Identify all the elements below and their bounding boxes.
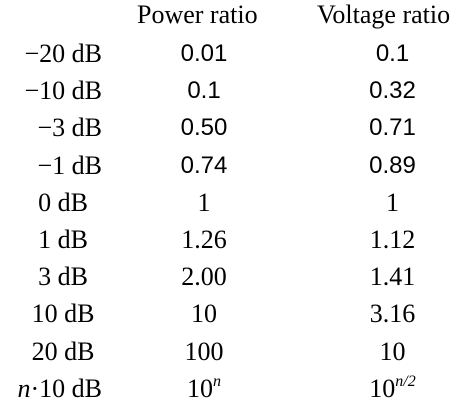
table-row: 3 dB 2.00 1.41: [0, 258, 474, 295]
cell-power-ratio: 1: [197, 187, 211, 217]
table-row: −10 dB 0.1 0.32: [0, 72, 474, 109]
table-row: 0 dB 1 1: [0, 184, 474, 221]
db-suffix: ·10 dB: [30, 373, 103, 403]
cell-voltage-ratio: 1.41: [369, 262, 416, 292]
table-row: −3 dB 0.50 0.71: [0, 109, 474, 146]
cell-db: −1 dB: [37, 150, 102, 180]
cell-voltage-ratio: 1.12: [369, 225, 416, 254]
power-exponent: n: [213, 372, 221, 390]
cell-voltage-ratio: 0.32: [369, 77, 416, 105]
cell-power-ratio: 2.00: [181, 262, 227, 292]
cell-voltage-ratio: 0.1: [375, 40, 410, 67]
cell-power-ratio: 0.01: [180, 40, 228, 67]
voltage-base: 10: [369, 373, 396, 403]
table-row-general: n·10 dB 10n 10n/2: [0, 370, 474, 407]
table-row: 10 dB 10 3.16: [0, 295, 474, 332]
cell-power-ratio: 1.26: [181, 225, 227, 254]
cell-voltage-ratio: 0.71: [369, 114, 416, 142]
cell-db: −3 dB: [37, 113, 102, 143]
power-base: 10: [187, 373, 213, 403]
cell-voltage-ratio: 0.89: [369, 151, 416, 179]
cell-power-ratio: 10: [191, 299, 217, 329]
cell-power-ratio: 0.1: [187, 77, 221, 105]
table-row: 1 dB 1.26 1.12: [0, 221, 474, 258]
cell-voltage-ratio: 3.16: [369, 299, 416, 329]
table-row: −20 dB 0.01 0.1: [0, 35, 474, 72]
cell-power-general: 10n: [140, 370, 268, 407]
cell-db: 20 dB: [31, 336, 95, 366]
header-power-ratio: Power ratio: [137, 0, 258, 29]
cell-power-ratio: 0.74: [180, 151, 228, 179]
cell-power-ratio: 0.50: [180, 114, 228, 142]
voltage-exponent: n/2: [395, 372, 416, 390]
cell-voltage-ratio: 1: [386, 187, 399, 217]
header-voltage-ratio: Voltage ratio: [317, 0, 451, 29]
cell-voltage-ratio: 10: [379, 336, 406, 366]
table-row: 20 dB 100 10: [0, 333, 474, 370]
db-variable: n: [17, 373, 31, 403]
cell-db-general: n·10 dB: [18, 370, 103, 407]
cell-db: −20 dB: [24, 39, 102, 68]
cell-db: −10 dB: [24, 76, 102, 106]
cell-db: 3 dB: [38, 262, 88, 292]
cell-voltage-general: 10n/2: [330, 370, 455, 407]
cell-db: 1 dB: [38, 225, 88, 254]
cell-power-ratio: 100: [184, 336, 224, 366]
cell-db: 10 dB: [31, 299, 95, 329]
table-row: −1 dB 0.74 0.89: [0, 147, 474, 184]
cell-db: 0 dB: [38, 187, 88, 217]
